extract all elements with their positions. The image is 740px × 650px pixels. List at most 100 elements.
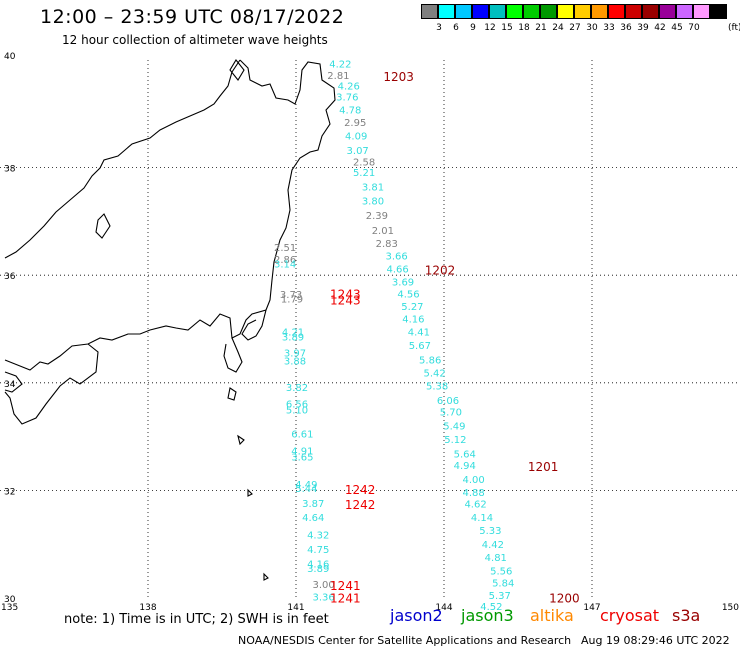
footer-note: note: 1) Time is in UTC; 2) SWH is in fe… [64, 612, 329, 627]
lon-tick-label: 138 [139, 603, 156, 613]
scale-swatch [472, 4, 489, 19]
wave-height-value: 4.81 [485, 553, 507, 564]
sado-island [229, 59, 245, 81]
pass-number-label: 1200 [549, 592, 580, 606]
pass-number-label: 1242 [345, 498, 376, 512]
boso-peninsula [241, 309, 267, 341]
scale-label: 39 [637, 23, 649, 33]
wave-height-value: 2.51 [274, 243, 296, 254]
wave-height-value: 5.64 [454, 450, 476, 461]
scale-swatch [540, 4, 557, 19]
scale-label: 15 [501, 23, 513, 33]
scale-swatch [506, 4, 523, 19]
wave-height-value: 4.64 [302, 513, 324, 524]
scale-label: 30 [586, 23, 598, 33]
wave-height-value: 4.32 [307, 530, 329, 541]
wave-height-value: 3.14 [274, 260, 296, 271]
legend-jason2: jason2 [390, 606, 443, 625]
wave-height-value: 3.82 [286, 383, 308, 394]
scale-swatch [710, 4, 727, 19]
scale-swatch [676, 4, 693, 19]
scale-swatch [557, 4, 574, 19]
wave-height-value: 6.61 [291, 430, 313, 441]
wave-height-value: 5.33 [479, 526, 501, 537]
noto-coastline [4, 59, 241, 259]
scale-label: 9 [470, 23, 476, 33]
wave-height-value: 3.07 [347, 146, 369, 157]
wave-height-value: 5.49 [443, 422, 465, 433]
wave-height-value: 2.86 [274, 255, 296, 266]
lat-tick-label: 34 [4, 380, 16, 390]
lat-tick-label: 38 [4, 165, 16, 175]
hachijo-island [237, 434, 245, 446]
lon-tick-label: 135 [1, 603, 18, 613]
scale-label: 3 [436, 23, 442, 33]
wave-height-value: 4.16 [402, 315, 424, 326]
lon-tick-label: 141 [287, 603, 304, 613]
wave-height-value: 5.86 [419, 355, 441, 366]
wave-height-value: 6.06 [437, 396, 459, 407]
wave-height-value: 3.87 [302, 499, 324, 510]
kii-peninsula [4, 343, 99, 425]
wave-height-value: 3.80 [362, 197, 384, 208]
scale-label: 18 [518, 23, 530, 33]
credit-line: NOAA/NESDIS Center for Satellite Applica… [238, 634, 572, 647]
scale-label: 42 [654, 23, 666, 33]
lon-tick-label: 144 [435, 603, 452, 613]
wave-height-value: 5.44 [295, 484, 317, 495]
izu-peninsula [223, 337, 243, 373]
scale-swatch [523, 4, 540, 19]
wave-height-value: 5.42 [423, 368, 445, 379]
scale-label: 45 [671, 23, 683, 33]
scale-swatch [455, 4, 472, 19]
scale-label: 12 [484, 23, 496, 33]
legend-cryosat: cryosat [600, 606, 660, 625]
pass-number-label: 1243 [330, 288, 361, 302]
wave-height-points: 4.222.814.263.76 4.78 2.95 4.09 3.072.585.21… [274, 60, 514, 613]
scale-label: 33 [603, 23, 615, 33]
wave-height-value: 3.81 [362, 183, 384, 194]
wave-height-value: 2.58 [353, 157, 375, 168]
wave-height-value: 5.70 [440, 408, 462, 419]
shikoku-coastline [4, 371, 23, 393]
wave-height-value: 2.39 [366, 211, 388, 222]
wave-height-value: 4.52 [480, 602, 502, 613]
scale-swatch [574, 4, 591, 19]
wave-height-value: 3.76 [336, 92, 358, 103]
scale-swatch [608, 4, 625, 19]
chart-title: 12:00 – 23:59 UTC 08/17/2022 [40, 6, 345, 28]
scale-label: 36 [620, 23, 632, 33]
pass-number-label: 1242 [345, 483, 376, 497]
wave-height-value: 5.56 [490, 566, 512, 577]
wave-height-value: 4.62 [464, 500, 486, 511]
pass-number-label: 1241 [330, 579, 361, 593]
lon-tick-label: 147 [583, 603, 600, 613]
smuth-island [263, 572, 269, 581]
wave-height-value: 5.84 [492, 579, 514, 590]
wave-height-value: 3.36 [312, 593, 334, 604]
lat-tick-label: 40 [4, 52, 16, 62]
wave-height-value: 3.89 [282, 332, 304, 343]
wave-height-value: 3.89 [307, 564, 329, 575]
wave-height-value: 5.27 [401, 302, 423, 313]
pass-number-label: 1241 [330, 592, 361, 606]
wave-height-value: 4.41 [408, 327, 430, 338]
wave-height-value: 3.69 [392, 277, 414, 288]
wave-height-value: 4.00 [462, 475, 484, 486]
wave-height-value: 3.88 [284, 357, 306, 368]
wave-height-value: 4.42 [482, 540, 504, 551]
wave-height-value: 2.83 [376, 239, 398, 250]
scale-swatch [438, 4, 455, 19]
lat-tick-label: 36 [4, 272, 16, 282]
wave-height-value: 3.73 [280, 290, 302, 301]
noto-peninsula [95, 213, 111, 239]
wave-height-value: 4.56 [397, 289, 419, 300]
pass-number-label: 1243 [330, 294, 361, 308]
scale-swatch [659, 4, 676, 19]
wave-height-value: 5.38 [426, 381, 448, 392]
aogashima-island [247, 488, 253, 497]
wave-height-value: 4.26 [338, 82, 360, 93]
wave-height-value: 4.94 [454, 461, 476, 472]
